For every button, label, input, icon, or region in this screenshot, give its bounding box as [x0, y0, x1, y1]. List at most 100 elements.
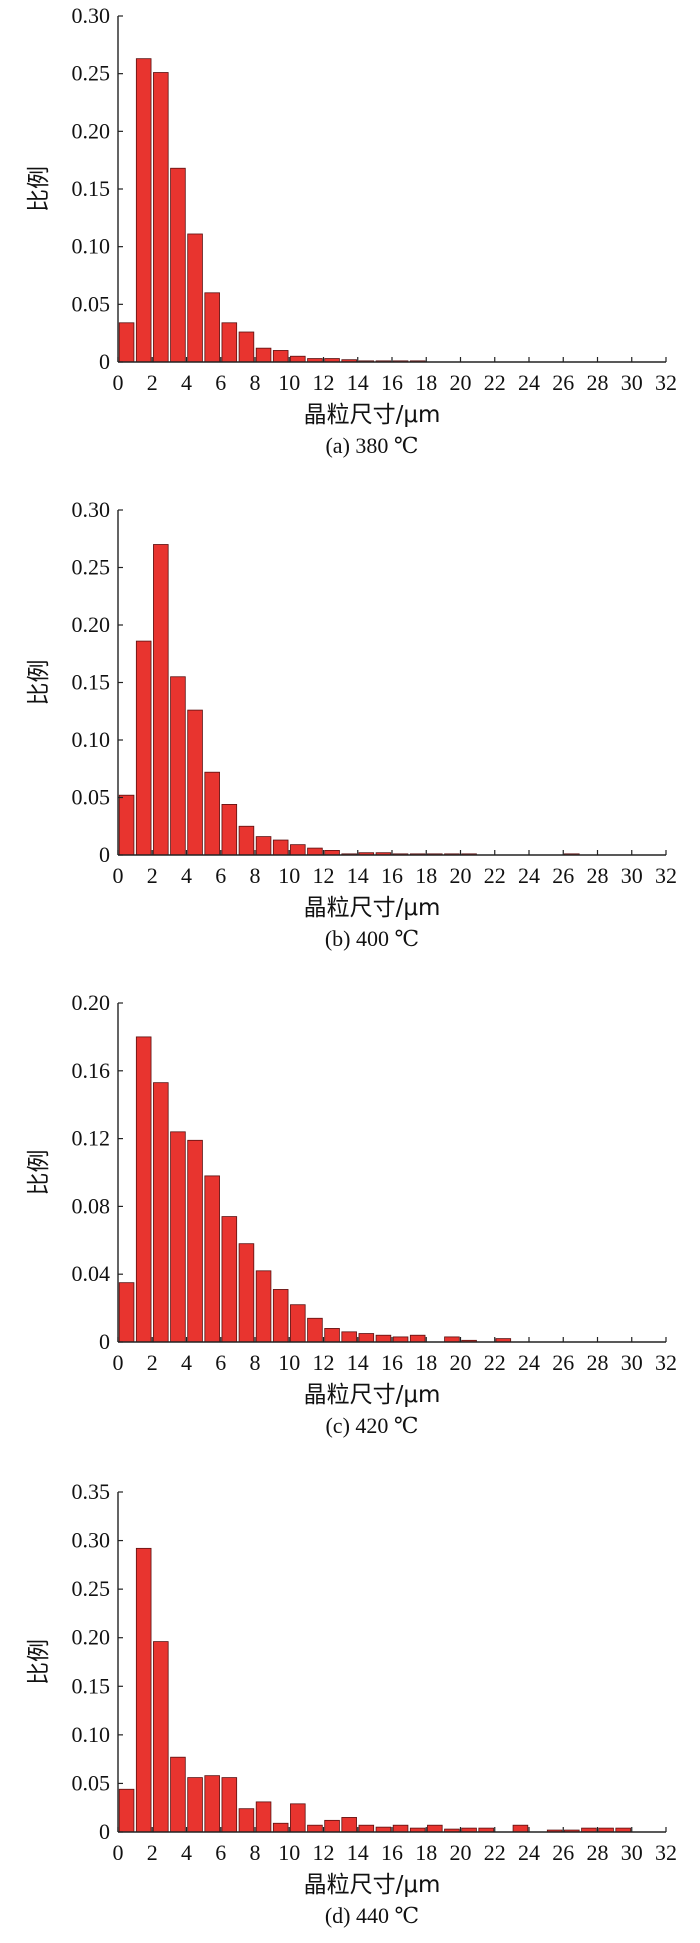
x-tick-label: 32: [655, 863, 677, 888]
y-tick-label: 0.25: [72, 555, 111, 580]
x-tick-label: 28: [587, 370, 609, 395]
panel-caption: (a) 380 ℃: [325, 433, 418, 458]
bar: [341, 1817, 357, 1833]
bar: [392, 1336, 409, 1343]
chart-panel-1: 0 2 4 6 8 10 12 14 16 18 20 22 24 26 28 30 3200.050.100.…: [26, 497, 677, 951]
x-tick-label: 16: [381, 863, 403, 888]
x-tick-label: 22: [484, 370, 506, 395]
x-tick-label: 32: [655, 370, 677, 395]
x-tick-label: 14: [347, 370, 369, 395]
bar: [153, 1641, 169, 1833]
y-tick-label: 0.30: [72, 497, 111, 522]
x-axis-title: 晶粒尺寸/μm: [304, 1382, 441, 1408]
x-tick-label: 30: [621, 863, 643, 888]
bar: [135, 640, 152, 856]
x-tick-label: 14: [347, 863, 369, 888]
x-tick-label: 4: [181, 370, 192, 395]
bar: [204, 1175, 220, 1343]
x-tick-label: 6: [215, 863, 226, 888]
bar: [204, 292, 220, 363]
chart-panel-2: 0 2 4 6 8 10 12 14 16 18 20 22 24 26 28 30 3200.040.080.…: [26, 990, 677, 1438]
x-tick-label: 18: [415, 370, 437, 395]
bar: [118, 1788, 135, 1833]
bar: [307, 847, 323, 856]
bar-group: [118, 1036, 512, 1343]
bar: [409, 1334, 426, 1343]
x-tick-label: 2: [147, 370, 158, 395]
y-axis-title: 比例: [26, 660, 52, 706]
x-tick-label: 22: [484, 1840, 506, 1865]
y-tick-label: 0.05: [72, 291, 111, 316]
x-tick-label: 6: [215, 1840, 226, 1865]
y-tick-label: 0.10: [72, 727, 111, 752]
bar: [221, 1777, 238, 1833]
x-tick-label: 0: [113, 1840, 124, 1865]
x-tick-label: 12: [313, 370, 335, 395]
bar: [255, 347, 272, 363]
x-tick-label: 4: [181, 863, 192, 888]
y-tick-label: 0.30: [72, 1528, 111, 1553]
y-axis-title: 比例: [26, 166, 52, 212]
y-tick-label: 0.35: [72, 1479, 111, 1504]
bar: [118, 794, 135, 856]
x-tick-label: 30: [621, 1350, 643, 1375]
bar: [204, 771, 220, 856]
bar: [255, 1801, 272, 1833]
x-tick-label: 12: [313, 863, 335, 888]
x-tick-label: 2: [147, 863, 158, 888]
y-tick-label: 0.10: [72, 234, 111, 259]
x-tick-label: 16: [381, 1350, 403, 1375]
bar: [170, 676, 186, 856]
y-tick-label: 0: [99, 349, 110, 374]
y-tick-label: 0.05: [72, 785, 111, 810]
bar: [324, 1328, 340, 1343]
x-tick-label: 0: [113, 370, 124, 395]
bar: [118, 1282, 135, 1343]
x-tick-label: 24: [518, 370, 540, 395]
y-tick-label: 0.15: [72, 1673, 111, 1698]
bar: [135, 58, 152, 363]
bar: [375, 1334, 392, 1343]
bar-group: [118, 58, 426, 363]
bar: [221, 322, 238, 363]
x-axis-title: 晶粒尺寸/μm: [304, 1872, 441, 1898]
bar: [272, 839, 289, 856]
bar: [170, 167, 186, 363]
x-tick-label: 2: [147, 1350, 158, 1375]
x-tick-label: 26: [552, 370, 574, 395]
bar: [307, 1824, 323, 1833]
bar: [512, 1824, 529, 1833]
x-tick-label: 32: [655, 1840, 677, 1865]
bar: [290, 355, 306, 363]
y-tick-label: 0.20: [72, 990, 111, 1015]
chart-panel-3: 0 2 4 6 8 10 12 14 16 18 20 22 24 26 28 30 3200.050.100.…: [26, 1479, 677, 1928]
x-tick-label: 0: [113, 863, 124, 888]
y-tick-label: 0.20: [72, 118, 111, 143]
y-axis-title: 比例: [26, 1150, 52, 1196]
panel-caption: (d) 440 ℃: [325, 1903, 419, 1928]
bar: [153, 1082, 169, 1343]
y-tick-label: 0: [99, 842, 110, 867]
x-tick-label: 8: [250, 863, 261, 888]
bar: [255, 1270, 272, 1343]
x-tick-label: 4: [181, 1840, 192, 1865]
bar: [238, 1808, 255, 1833]
x-tick-label: 6: [215, 1350, 226, 1375]
bar: [221, 1216, 238, 1343]
x-tick-label: 14: [347, 1350, 369, 1375]
bar: [187, 1777, 203, 1833]
x-tick-label: 24: [518, 1840, 540, 1865]
bar: [238, 1243, 255, 1343]
bar: [444, 1336, 460, 1343]
bar: [135, 1036, 152, 1343]
y-tick-label: 0.20: [72, 612, 111, 637]
y-tick-label: 0.25: [72, 1576, 111, 1601]
x-tick-label: 18: [415, 1350, 437, 1375]
x-tick-label: 22: [484, 1350, 506, 1375]
bar: [204, 1775, 220, 1833]
bar: [358, 1824, 375, 1833]
bar: [307, 1317, 323, 1343]
y-tick-label: 0.15: [72, 670, 111, 695]
bar: [392, 1824, 409, 1833]
